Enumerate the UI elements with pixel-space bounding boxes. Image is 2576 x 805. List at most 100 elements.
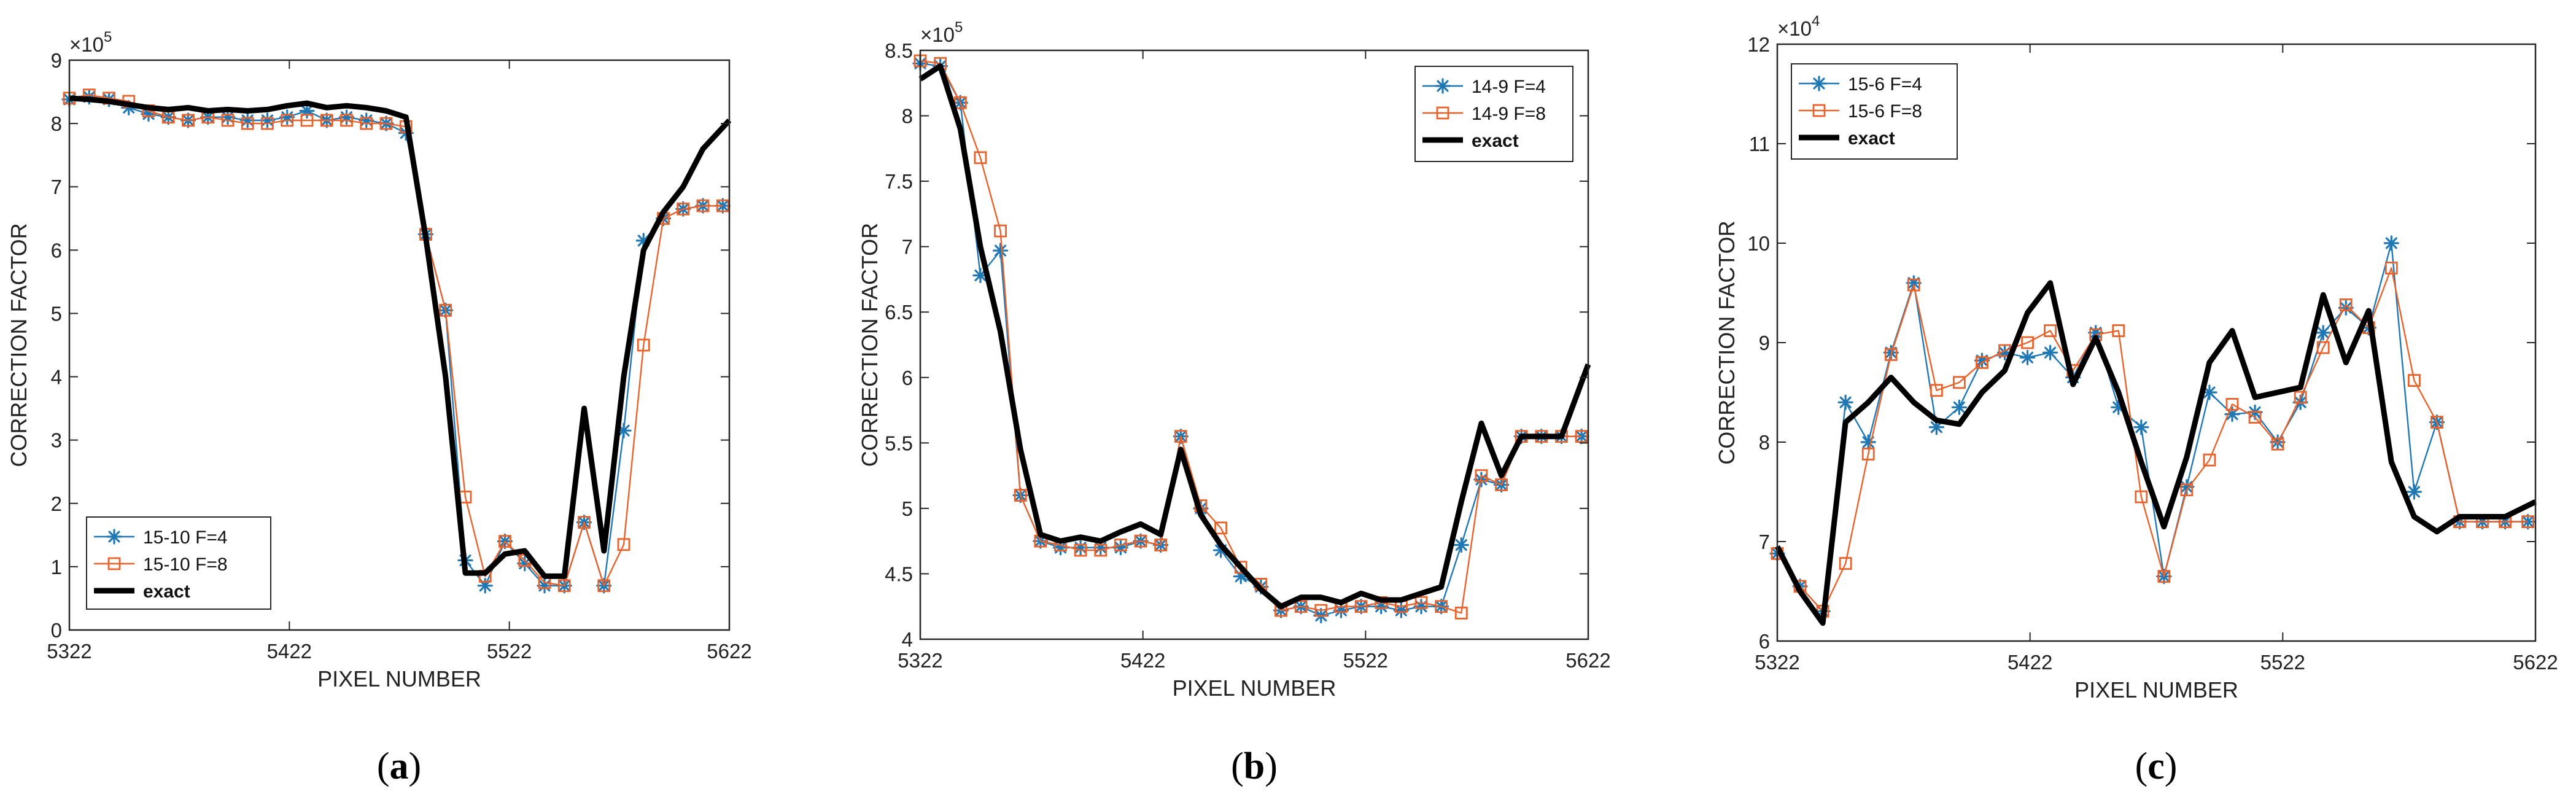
y-tick-label: 4: [51, 366, 62, 389]
data-point-square: [2407, 374, 2421, 387]
data-point-square: [2135, 490, 2148, 504]
data-point-square: [182, 114, 195, 127]
legend: 15-6 F=4 15-6 F=8 exact: [1791, 63, 1958, 160]
legend-entry-label: 15-6 F=4: [1848, 74, 1922, 95]
series-line-exact: [1774, 280, 2537, 626]
data-point-square: [2521, 515, 2535, 528]
data-point-square: [597, 579, 611, 593]
data-point-square: [2180, 483, 2194, 497]
data-point-square: [320, 114, 333, 127]
data-point-square: [716, 199, 729, 212]
data-point-square: [1014, 489, 1027, 502]
legend-entry-label: 14-9 F=8: [1472, 104, 1546, 124]
y-tick-label: 5.5: [885, 432, 913, 454]
legend-entry-label: 15-6 F=8: [1848, 101, 1922, 122]
y-axis-label: CORRECTION FACTOR: [1714, 220, 1739, 464]
series-line-exact: [69, 95, 732, 579]
data-point-star: [517, 556, 533, 572]
data-point-square: [221, 114, 235, 127]
y-tick-label: 6: [1759, 630, 1770, 653]
x-tick-label: 5322: [47, 640, 91, 663]
x-tick-label: 5622: [1565, 649, 1610, 672]
legend-square-icon: [1812, 104, 1826, 117]
legend-square-icon: [1436, 106, 1449, 120]
data-point-square: [974, 151, 987, 165]
legend-star-icon: [106, 529, 122, 545]
data-point-square: [1214, 521, 1227, 535]
data-point-square: [340, 114, 353, 127]
data-point-square: [1314, 604, 1328, 617]
legend-entry-label: exact: [1472, 131, 1519, 151]
y-tick-label: 10: [1747, 232, 1770, 255]
x-tick-label: 5322: [898, 649, 942, 672]
x-tick-label: 5522: [1343, 649, 1388, 672]
data-point-square: [2157, 570, 2171, 583]
x-tick-label: 5522: [2260, 651, 2305, 674]
y-tick-label: 12: [1747, 33, 1770, 56]
data-point-square: [1114, 539, 1127, 551]
data-point-square: [379, 117, 393, 130]
data-point-square: [1414, 596, 1428, 609]
data-point-star: [1453, 537, 1469, 553]
data-point-square: [2044, 324, 2057, 337]
data-point-square: [499, 535, 511, 548]
y-tick-label: 6.5: [885, 301, 913, 324]
legend-entry-label: exact: [1848, 128, 1895, 149]
y-exponent-label: ×105: [69, 29, 112, 56]
data-point-square: [1294, 600, 1308, 613]
data-point-square: [2203, 453, 2216, 467]
y-tick-label: 11: [1749, 133, 1770, 155]
data-point-square: [1134, 534, 1147, 548]
legend-star-icon: [1811, 76, 1827, 91]
data-point-square: [2384, 262, 2398, 274]
x-axis-label: PIXEL NUMBER: [2074, 677, 2238, 702]
data-point-square: [2271, 437, 2284, 451]
y-tick-label: 1: [51, 556, 62, 578]
x-tick-label: 5622: [2513, 651, 2558, 674]
y-tick-label: 4.5: [885, 562, 913, 585]
x-axis-label: PIXEL NUMBER: [1173, 675, 1336, 701]
panel-a: 5322 5422 5522 5622 0 1 2 3 4 5 6 7 8 9 ×105 PIXEL NUMB…: [6, 29, 752, 787]
data-point-square: [2248, 411, 2262, 424]
data-point-square: [261, 117, 274, 130]
data-point-square: [2294, 391, 2307, 404]
y-tick-label: 3: [51, 429, 62, 452]
x-tick-label: 5322: [1755, 651, 1799, 674]
data-point-square: [2225, 398, 2239, 411]
x-tick-label: 5522: [487, 640, 532, 663]
data-point-square: [1907, 278, 1920, 292]
data-point-star: [2043, 344, 2058, 360]
y-tick-label: 4: [902, 628, 913, 651]
data-point-square: [1234, 561, 1247, 574]
data-point-star: [1860, 434, 1876, 450]
data-point-star: [1951, 399, 1967, 415]
y-tick-label: 8: [51, 112, 62, 135]
y-tick-label: 9: [1759, 332, 1770, 354]
data-point-star: [1837, 394, 1853, 410]
data-point-star: [2315, 325, 2331, 341]
data-point-square: [241, 117, 254, 130]
x-tick-label: 5422: [1120, 649, 1165, 672]
data-point-star: [2383, 235, 2399, 251]
y-axis-label: CORRECTION FACTOR: [6, 223, 31, 467]
legend-square-icon: [107, 557, 121, 570]
legend: 15-10 F=4 15-10 F=8 exact: [86, 516, 271, 610]
x-tick-label: 5422: [2008, 651, 2052, 674]
legend-box: [1414, 66, 1573, 162]
y-tick-label: 2: [51, 492, 62, 515]
data-point-square: [557, 579, 571, 593]
data-point-square: [2431, 416, 2443, 429]
data-point-square: [1435, 600, 1448, 613]
y-tick-label: 8: [1759, 431, 1770, 454]
data-point-square: [360, 117, 373, 130]
y-tick-label: 7.5: [885, 170, 913, 193]
data-point-star: [2133, 419, 2149, 435]
data-point-square: [696, 199, 710, 212]
data-point-square: [2021, 336, 2034, 349]
y-axis-label: CORRECTION FACTOR: [857, 223, 882, 467]
data-point-square: [1154, 539, 1168, 551]
axes-frame: [919, 49, 1589, 640]
data-point-square: [1839, 557, 1852, 570]
panel-c: 5322 5422 5522 5622 6 7 8 9 10 11 12 ×104 PIXEL NUMB…: [1714, 13, 2558, 787]
